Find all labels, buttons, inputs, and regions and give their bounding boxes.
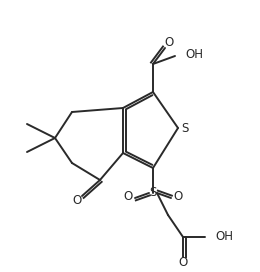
Text: S: S xyxy=(149,187,157,199)
Text: O: O xyxy=(178,256,188,270)
Text: S: S xyxy=(181,122,189,134)
Text: O: O xyxy=(173,190,183,203)
Text: OH: OH xyxy=(215,230,233,243)
Text: O: O xyxy=(72,194,82,208)
Text: O: O xyxy=(124,190,133,203)
Text: OH: OH xyxy=(185,48,203,60)
Text: O: O xyxy=(164,36,174,48)
